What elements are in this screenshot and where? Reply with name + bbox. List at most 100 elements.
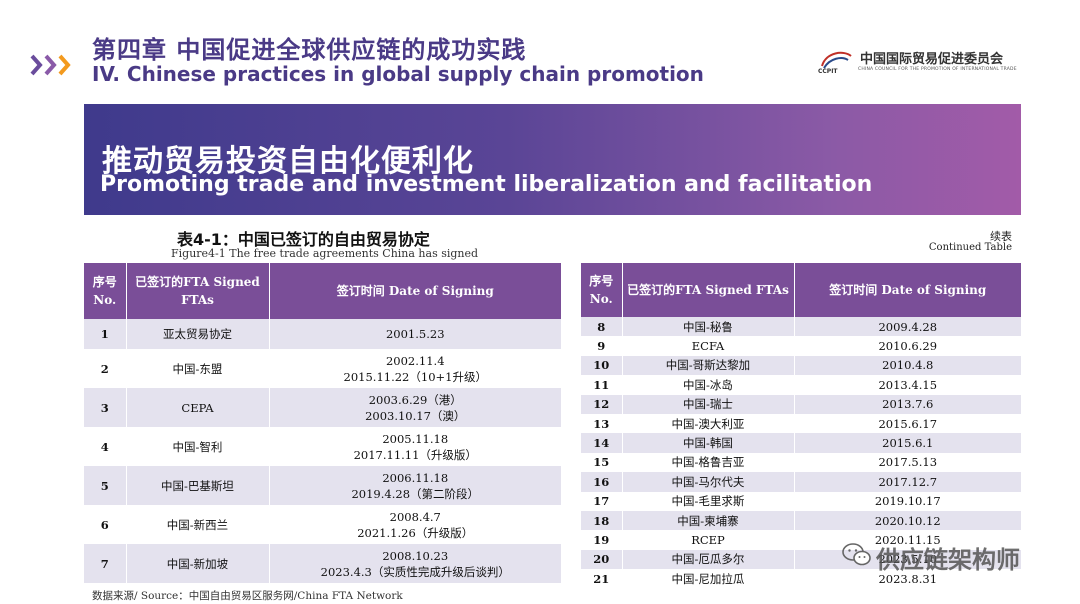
signing-date: 2008.4.7 2021.1.26（升级版）: [269, 505, 561, 544]
signing-date-line: 2021.1.26（升级版）: [357, 525, 474, 540]
logo-text-cn: 中国国际贸易促进委员会: [860, 52, 1004, 67]
fta-name: 中国-冰岛: [622, 375, 795, 395]
fta-name: ECFA: [622, 336, 795, 356]
column-header-date: 签订时间 Date of Signing: [794, 263, 1021, 317]
column-header-date-cn: 签订时间: [336, 284, 385, 298]
column-header-no-en: No.: [93, 293, 117, 307]
table-row: 9 ECFA 2010.6.29: [581, 336, 1021, 356]
fta-name: 中国-新西兰: [126, 505, 270, 544]
fta-name: 中国-毛里求斯: [622, 491, 795, 511]
logo-text-en: CHINA COUNCIL FOR THE PROMOTION OF INTER…: [858, 67, 1017, 72]
fta-name: 中国-新加坡: [126, 544, 270, 583]
table-row: 7 中国-新加坡 2008.10.23 2023.4.3（实质性完成升级后谈判）: [84, 544, 561, 583]
row-number: 17: [581, 491, 623, 511]
signing-date: 2020.10.12: [794, 510, 1021, 531]
signing-date: 2013.4.15: [794, 375, 1021, 395]
signing-date-line: 2006.11.18: [382, 470, 449, 485]
signing-date: 2015.6.1: [794, 433, 1021, 453]
fta-name: 中国-格鲁吉亚: [622, 452, 795, 473]
signing-date-line: 2008.4.7: [389, 509, 441, 524]
ccpit-emblem-icon: [821, 51, 852, 69]
continued-label-cn: 续表: [990, 230, 1012, 243]
column-header-date-cn: 签订时间: [829, 283, 878, 297]
column-header-fta-cn: 已签订的FTA: [135, 275, 210, 289]
column-header-date-en: Date of Signing: [388, 284, 494, 298]
table-subtitle: Figure4-1 The free trade agreements Chin…: [171, 247, 479, 260]
fta-name: 中国-东盟: [126, 349, 270, 388]
table-row: 17 中国-毛里求斯 2019.10.17: [581, 491, 1021, 511]
fta-name: 中国-尼加拉瓜: [622, 569, 795, 589]
column-header-no: 序号 No.: [581, 263, 623, 317]
signing-date-line: 2008.10.23: [382, 548, 449, 563]
row-number: 19: [581, 530, 623, 550]
table-row: 12 中国-瑞士 2013.7.6: [581, 394, 1021, 414]
row-number: 20: [581, 549, 623, 570]
row-number: 21: [581, 569, 623, 589]
table-row: 15 中国-格鲁吉亚 2017.5.13: [581, 452, 1021, 473]
table-title: 表4-1：中国已签订的自由贸易协定: [177, 230, 430, 249]
banner-title-en: Promoting trade and investment liberaliz…: [100, 172, 873, 197]
column-header-date: 签订时间 Date of Signing: [269, 263, 561, 319]
signing-date: 2013.7.6: [794, 394, 1021, 414]
row-number: 10: [581, 355, 623, 376]
column-header-date-en: Date of Signing: [881, 283, 987, 297]
column-header-no-cn: 序号: [92, 275, 117, 289]
fta-name: 中国-澳大利亚: [622, 413, 795, 434]
signing-date: 2015.6.17: [794, 413, 1021, 434]
fta-name: 中国-柬埔寨: [622, 510, 795, 531]
column-header-fta-cn: 已签订的FTA: [627, 283, 702, 297]
table-row: 20 中国-厄瓜多尔 2023.5.10: [581, 549, 1021, 570]
fta-name: 中国-瑞士: [622, 394, 795, 414]
signing-date: 2023.5.10: [794, 549, 1021, 570]
table-row: 6 中国-新西兰 2008.4.7 2021.1.26（升级版）: [84, 505, 561, 544]
fta-table-right: 序号 No. 已签订的FTA Signed FTAs 签订时间 Date of …: [581, 263, 1021, 589]
row-number: 18: [581, 510, 623, 531]
row-number: 14: [581, 433, 623, 453]
column-header-fta: 已签订的FTA Signed FTAs: [126, 263, 270, 319]
table-row: 13 中国-澳大利亚 2015.6.17: [581, 413, 1021, 434]
table-row: 1 亚太贸易协定 2001.5.23: [84, 319, 561, 349]
fta-table-left: 序号 No. 已签订的FTA Signed FTAs 签订时间 Date of …: [84, 263, 561, 583]
ccpit-logo: CCPIT 中国国际贸易促进委员会 CHINA COUNCIL FOR THE …: [818, 44, 1048, 78]
row-number: 3: [84, 388, 127, 427]
fta-name: 中国-巴基斯坦: [126, 466, 270, 505]
column-header-no-en: No.: [589, 292, 613, 306]
table-row: 10 中国-哥斯达黎加 2010.4.8: [581, 355, 1021, 376]
fta-name: 亚太贸易协定: [126, 319, 270, 349]
fta-name: 中国-厄瓜多尔: [622, 549, 795, 570]
table-row: 5 中国-巴基斯坦 2006.11.18 2019.4.28（第二阶段）: [84, 466, 561, 505]
table-row: 14 中国-韩国 2015.6.1: [581, 433, 1021, 453]
signing-date: 2010.6.29: [794, 336, 1021, 356]
banner-title-cn: 推动贸易投资自由化便利化: [102, 144, 474, 179]
signing-date: 2008.10.23 2023.4.3（实质性完成升级后谈判）: [269, 544, 561, 583]
fta-name: 中国-秘鲁: [622, 317, 795, 337]
chevron-arrows-icon: [30, 54, 71, 76]
fta-name: 中国-智利: [126, 427, 270, 466]
signing-date-line: 2005.11.18: [382, 431, 449, 446]
signing-date: 2017.12.7: [794, 472, 1021, 492]
row-number: 2: [84, 349, 127, 388]
table-row: 4 中国-智利 2005.11.18 2017.11.11（升级版）: [84, 427, 561, 466]
signing-date: 2009.4.28: [794, 317, 1021, 337]
table-row: 21 中国-尼加拉瓜 2023.8.31: [581, 569, 1021, 589]
row-number: 6: [84, 505, 127, 544]
row-number: 7: [84, 544, 127, 583]
fta-name: 中国-哥斯达黎加: [622, 355, 795, 376]
signing-date: 2019.10.17: [794, 491, 1021, 511]
signing-date: 2006.11.18 2019.4.28（第二阶段）: [269, 466, 561, 505]
signing-date: 2005.11.18 2017.11.11（升级版）: [269, 427, 561, 466]
fta-name: RCEP: [622, 530, 795, 550]
column-header-no-cn: 序号: [589, 274, 614, 288]
row-number: 5: [84, 466, 127, 505]
signing-date: 2017.5.13: [794, 452, 1021, 473]
table-row: 2 中国-东盟 2002.11.4 2015.11.22（10+1升级）: [84, 349, 561, 388]
chapter-title-cn: 第四章 中国促进全球供应链的成功实践: [92, 36, 527, 64]
signing-date: 2002.11.4 2015.11.22（10+1升级）: [269, 349, 561, 388]
row-number: 4: [84, 427, 127, 466]
section-banner: 推动贸易投资自由化便利化 Promoting trade and investm…: [84, 104, 1021, 215]
signing-date-line: 2003.10.17（澳）: [365, 408, 466, 423]
row-number: 16: [581, 472, 623, 492]
row-number: 12: [581, 394, 623, 414]
row-number: 8: [581, 317, 623, 337]
wechat-icon: [842, 543, 871, 566]
